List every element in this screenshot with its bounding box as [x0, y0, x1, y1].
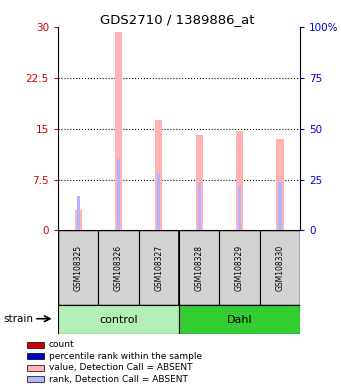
Bar	[75, 210, 82, 230]
Text: GSM108326: GSM108326	[114, 245, 123, 291]
Text: value, Detection Call = ABSENT: value, Detection Call = ABSENT	[49, 363, 192, 372]
Text: GSM108329: GSM108329	[235, 245, 244, 291]
Bar	[197, 183, 201, 230]
Bar	[219, 230, 260, 305]
Text: GSM108328: GSM108328	[195, 245, 204, 291]
Bar	[98, 230, 139, 305]
Text: strain: strain	[3, 314, 33, 324]
Bar	[76, 197, 80, 230]
Bar	[155, 120, 162, 230]
Bar	[117, 159, 120, 230]
Bar	[238, 186, 241, 230]
Bar	[139, 230, 179, 305]
Bar	[276, 139, 283, 230]
Bar	[179, 305, 300, 334]
Bar	[27, 376, 44, 382]
Text: percentile rank within the sample: percentile rank within the sample	[49, 352, 202, 361]
Bar	[278, 182, 282, 230]
Bar	[27, 353, 44, 359]
Text: count: count	[49, 340, 74, 349]
Bar	[179, 230, 219, 305]
Text: GSM108327: GSM108327	[154, 245, 163, 291]
Bar	[196, 136, 203, 230]
Text: rank, Detection Call = ABSENT: rank, Detection Call = ABSENT	[49, 375, 188, 384]
Bar	[115, 31, 122, 230]
Text: GSM108330: GSM108330	[276, 245, 284, 291]
Bar	[260, 230, 300, 305]
Text: GDS2710 / 1389886_at: GDS2710 / 1389886_at	[100, 13, 255, 26]
Bar	[27, 364, 44, 371]
Text: Dahl: Dahl	[227, 314, 252, 325]
Bar	[157, 173, 161, 230]
Bar	[58, 230, 98, 305]
Text: GSM108325: GSM108325	[74, 245, 83, 291]
Bar	[236, 131, 243, 230]
Bar	[27, 341, 44, 348]
Bar	[58, 305, 179, 334]
Text: control: control	[99, 314, 138, 325]
